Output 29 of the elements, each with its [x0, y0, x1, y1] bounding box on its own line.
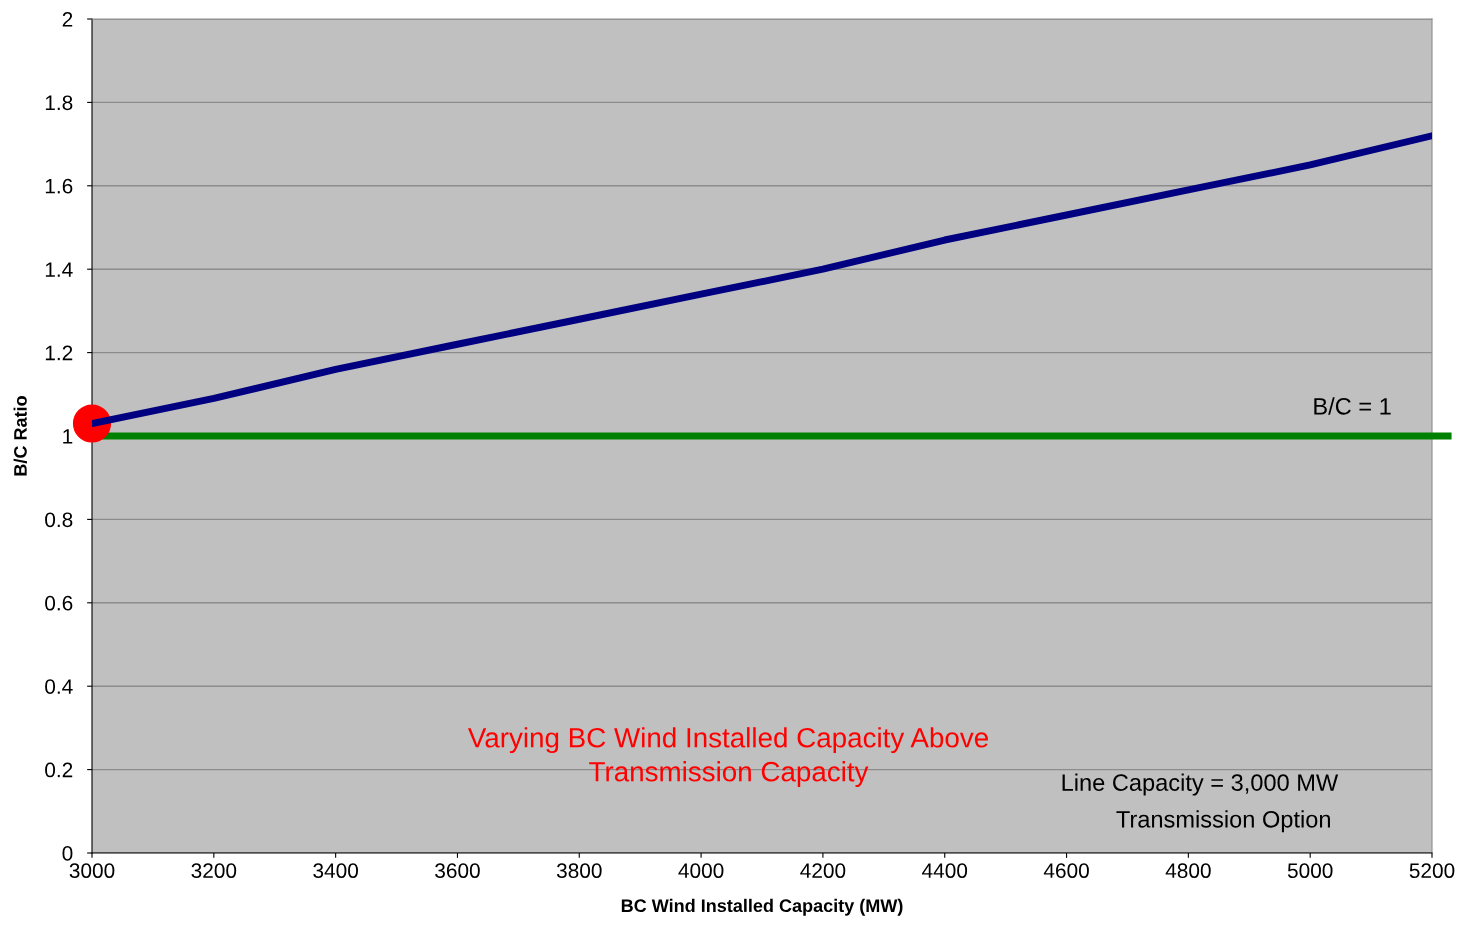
x-tick-label: 4400 — [922, 863, 968, 879]
y-tick-label: 0.2 — [45, 762, 73, 778]
x-tick-label: 5000 — [1287, 863, 1333, 879]
y-tick-label: 1.2 — [45, 345, 73, 361]
y-tick-label: 1.4 — [45, 262, 73, 277]
annotation: Varying BC Wind Installed Capacity Above Transmission Capacity — [467, 727, 988, 788]
x-tick-label: 5200 — [1409, 863, 1455, 879]
y-tick-label: 1 — [63, 429, 73, 444]
x-axis-title: BC Wind Installed Capacity (MW) — [621, 898, 903, 916]
x-tick-label: 3800 — [556, 863, 602, 879]
x-tick-label: 3600 — [435, 863, 480, 879]
x-tick-label: 4000 — [678, 863, 724, 879]
y-tick-label: 0.8 — [45, 512, 73, 528]
x-tick-label: 3400 — [313, 863, 358, 879]
y-tick-label: 1.8 — [45, 95, 73, 111]
x-tick-label: 3000 — [69, 863, 115, 879]
y-axis-title: B/C Ratio — [13, 396, 28, 476]
x-tick-label: 4800 — [1165, 863, 1211, 879]
y-tick-label: 0 — [62, 846, 73, 861]
ref-line-label: B/C = 1 — [1314, 397, 1391, 415]
y-tick-label: 2 — [62, 12, 73, 27]
annotation: Transmission Option — [1116, 810, 1330, 833]
x-tick-label: 4600 — [1043, 863, 1089, 879]
x-tick-label: 3200 — [191, 863, 237, 879]
y-tick-label: 1.6 — [45, 178, 73, 194]
y-tick-label: 0.4 — [45, 679, 73, 694]
y-tick-label: 0.6 — [45, 595, 73, 611]
annotation: Line Capacity = 3,000 MW — [1062, 773, 1339, 796]
x-tick-label: 4200 — [800, 863, 846, 879]
